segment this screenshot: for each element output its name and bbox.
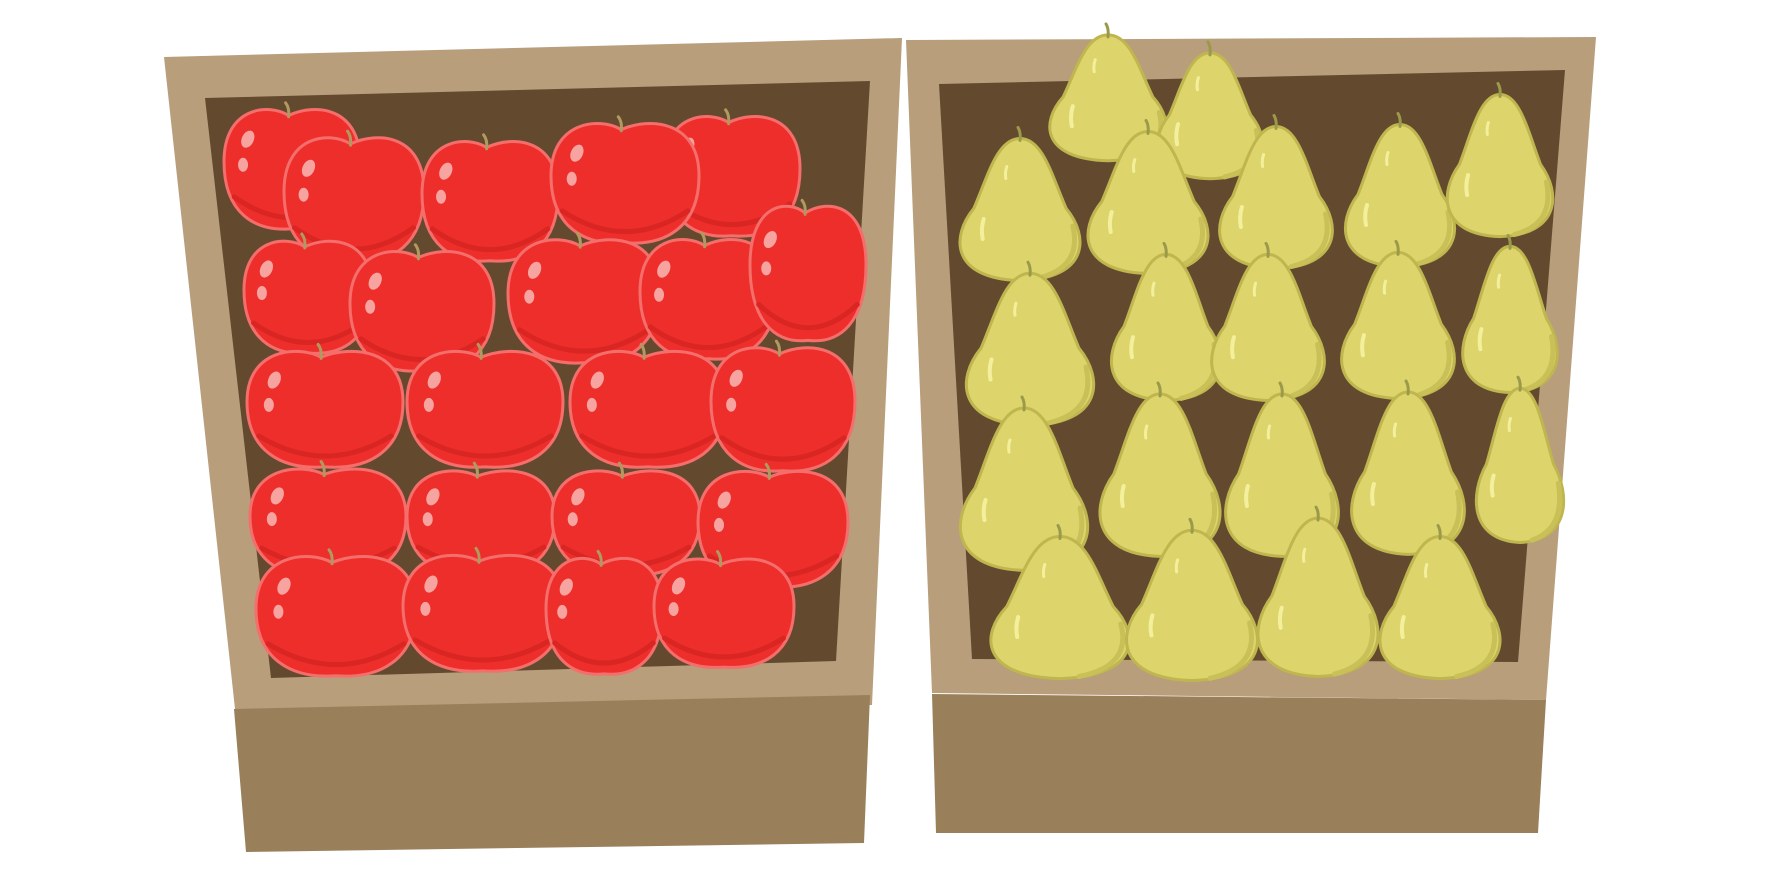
apple <box>245 342 405 469</box>
pear <box>1445 82 1555 239</box>
apple <box>420 133 560 263</box>
apple <box>544 549 664 676</box>
pear-crate-front <box>932 694 1546 833</box>
apple-crate <box>164 38 902 852</box>
apple <box>254 548 418 678</box>
apple <box>549 115 701 245</box>
pear <box>1256 505 1380 678</box>
apple <box>748 198 868 343</box>
pear <box>989 524 1131 681</box>
apple <box>401 546 565 673</box>
pear-pile <box>958 22 1566 683</box>
apple <box>652 550 796 669</box>
apple <box>568 342 728 469</box>
pear <box>1048 22 1168 163</box>
pear <box>1350 379 1466 556</box>
apple <box>709 339 857 473</box>
apple-pile <box>222 101 868 678</box>
apple <box>638 231 778 361</box>
pear <box>1474 375 1566 544</box>
apple-crate-front <box>234 695 870 852</box>
apple <box>348 243 496 373</box>
pear-crate <box>906 22 1596 833</box>
apple <box>506 231 662 365</box>
apple <box>550 461 702 577</box>
apple <box>405 342 565 469</box>
pear <box>1125 517 1259 683</box>
pear <box>1098 381 1222 558</box>
pear <box>1378 524 1502 681</box>
